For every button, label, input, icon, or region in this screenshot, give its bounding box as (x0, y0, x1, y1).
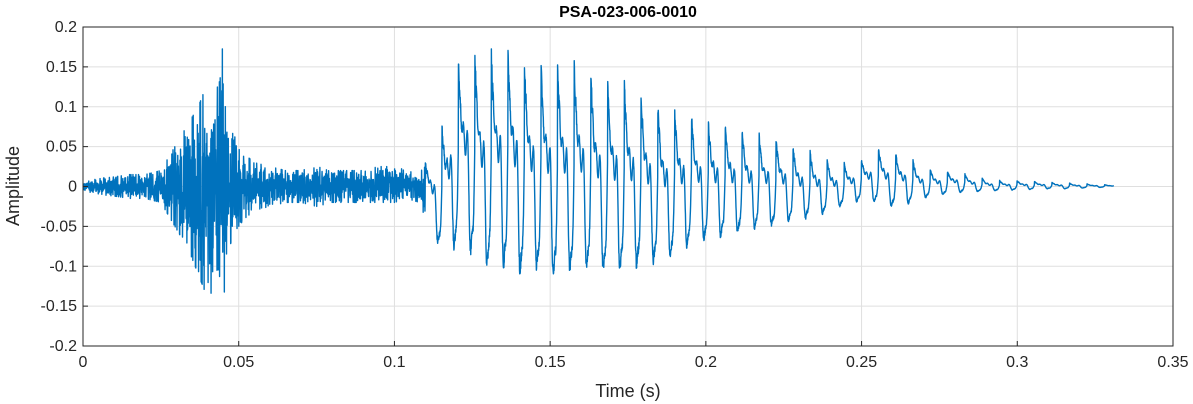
x-tick-label: 0.15 (535, 354, 566, 371)
x-tick-label: 0.05 (223, 354, 254, 371)
chart-title: PSA-023-006-0010 (559, 4, 697, 21)
y-tick-label: 0.05 (46, 139, 77, 156)
y-tick-label: -0.2 (49, 338, 77, 355)
x-tick-label: 0.3 (1006, 354, 1028, 371)
x-tick-label: 0.1 (383, 354, 405, 371)
x-axis-ticks: 0 0.05 0.1 0.15 0.2 0.25 0.3 0.35 (79, 341, 1189, 371)
y-axis-label: Amplitude (3, 146, 23, 226)
x-tick-label: 0.2 (695, 354, 717, 371)
y-tick-label: 0 (68, 179, 77, 196)
y-tick-label: 0.15 (46, 59, 77, 76)
x-tick-label: 0.35 (1157, 354, 1188, 371)
x-tick-label: 0.25 (846, 354, 877, 371)
waveform-series-line (83, 48, 1115, 294)
y-tick-label: 0.1 (55, 99, 77, 116)
grid-lines (83, 27, 1173, 346)
y-tick-label: -0.05 (41, 218, 78, 235)
plot-region (83, 48, 1115, 294)
y-tick-label: -0.1 (49, 258, 77, 275)
x-axis-label: Time (s) (595, 381, 660, 401)
x-tick-label: 0 (79, 354, 88, 371)
y-tick-label: -0.15 (41, 298, 78, 315)
y-tick-label: 0.2 (55, 19, 77, 36)
y-axis-ticks: -0.2 -0.15 -0.1 -0.05 0 0.05 0.1 0.15 0.2 (41, 19, 88, 355)
